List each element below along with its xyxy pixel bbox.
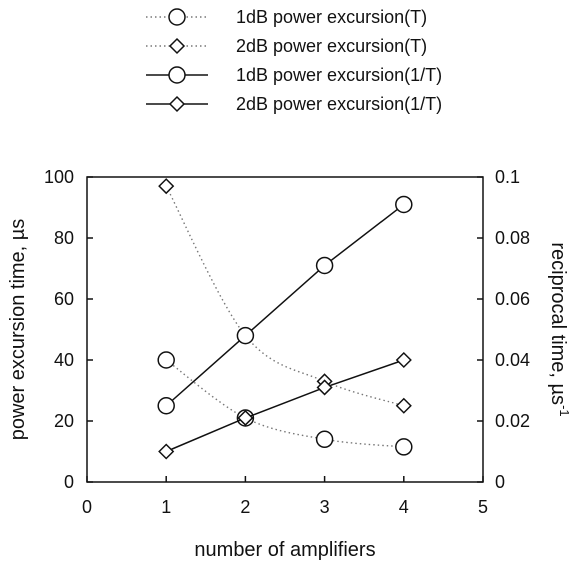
x-tick-label: 0: [82, 497, 92, 517]
y-left-tick-label: 60: [54, 289, 74, 309]
x-tick-label: 4: [399, 497, 409, 517]
data-point: [236, 326, 255, 345]
series-4: [158, 351, 412, 460]
y-axis-right-title-superscript: -1: [557, 405, 572, 417]
data-point: [315, 430, 334, 449]
x-axis-title: number of amplifiers: [194, 539, 375, 561]
series-layer: [157, 178, 413, 460]
data-point: [395, 351, 412, 369]
legend-label: 2dB power excursion(1/T): [236, 94, 442, 114]
data-point: [158, 443, 175, 460]
legend-entry: 1dB power excursion(T): [146, 7, 427, 27]
series-line: [165, 203, 405, 407]
series-line: [165, 359, 405, 453]
legend-marker: [168, 8, 186, 26]
legend-marker: [168, 37, 186, 55]
legend-marker: [168, 66, 186, 84]
y-axis-right: 0 0.02 0.04 0.06 0.08 0.1: [477, 167, 530, 492]
series-line: [165, 185, 405, 407]
data-point: [237, 409, 254, 427]
legend-label: 2dB power excursion(T): [236, 36, 427, 56]
y-left-tick-label: 40: [54, 350, 74, 370]
data-point: [315, 256, 334, 275]
x-tick-label: 1: [161, 497, 171, 517]
data-point: [395, 195, 413, 214]
data-point: [395, 397, 412, 414]
series-3: [157, 195, 413, 415]
y-left-tick-label: 0: [64, 472, 74, 492]
y-axis-right-title-base: reciprocal time, µs: [547, 242, 569, 405]
x-tick-label: 5: [478, 497, 488, 517]
y-right-tick-label: 0: [495, 472, 505, 492]
y-right-tick-label: 0.06: [495, 289, 530, 309]
y-left-tick-label: 80: [54, 228, 74, 248]
data-point: [158, 178, 175, 195]
legend-label: 1dB power excursion(T): [236, 7, 427, 27]
x-tick-label: 3: [320, 497, 330, 517]
y-left-tick-label: 20: [54, 411, 74, 431]
legend-entry: 2dB power excursion(1/T): [146, 94, 442, 114]
data-point: [316, 379, 333, 396]
legend: 1dB power excursion(T) 2dB power excursio…: [146, 7, 442, 114]
legend-entry: 1dB power excursion(1/T): [146, 65, 442, 85]
y-axis-right-title: reciprocal time, µs-1: [547, 242, 572, 416]
y-left-tick-label: 100: [44, 167, 74, 187]
y-right-tick-label: 0.08: [495, 228, 530, 248]
data-point: [157, 397, 175, 415]
data-point: [157, 351, 175, 369]
legend-marker: [168, 95, 186, 113]
legend-entry: 2dB power excursion(T): [146, 36, 427, 56]
data-point: [395, 438, 413, 456]
y-right-tick-label: 0.1: [495, 167, 520, 187]
plot-area: 0 1 2 3 4 5 0 20 40 60 80 100 0 0.02 0.04 0.06 0.08 0.1: [44, 167, 530, 517]
plot-frame: [86, 176, 484, 483]
legend-label: 1dB power excursion(1/T): [236, 65, 442, 85]
series-line: [165, 359, 404, 448]
x-axis: 0 1 2 3 4 5: [82, 476, 488, 517]
x-tick-label: 2: [240, 497, 250, 517]
y-axis-left: 0 20 40 60 80 100: [44, 167, 93, 492]
y-right-tick-label: 0.02: [495, 411, 530, 431]
y-right-tick-label: 0.04: [495, 350, 530, 370]
y-axis-left-title: power excursion time, µs: [7, 219, 29, 441]
